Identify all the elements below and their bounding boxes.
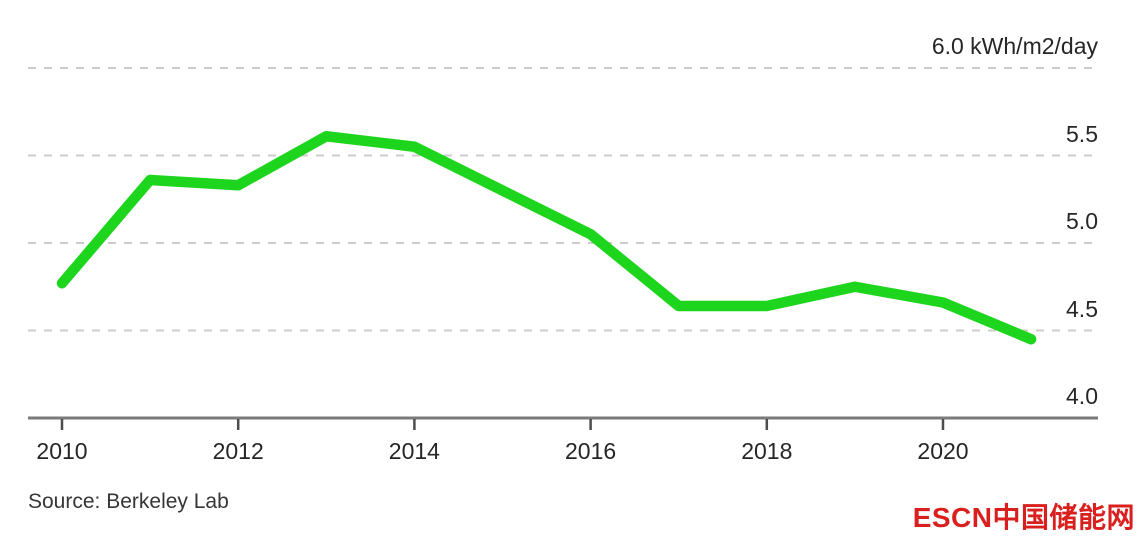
x-axis-tick-marks [60,419,945,430]
y-tick-label: 4.0 [1066,383,1098,409]
x-tick-label: 2012 [212,438,264,464]
x-tick-label: 2020 [917,438,969,464]
x-tick-label: 2018 [741,438,793,464]
solar-resource-data-line [56,131,1037,345]
x-tick-label: 2016 [565,438,617,464]
gridlines [28,67,1098,332]
x-tick-label: 2014 [388,438,440,464]
y-tick-label: 4.5 [1066,295,1098,322]
y-tick-label: 6.0 kWh/m2/day [931,33,1098,59]
x-tick-label: 2010 [36,438,88,464]
source-label: Source: Berkeley Lab [28,490,229,513]
y-tick-label: 5.5 [1066,120,1098,147]
y-tick-label: 5.0 [1066,208,1098,234]
escn-logo: ESCN中国储能网 [912,502,1135,533]
